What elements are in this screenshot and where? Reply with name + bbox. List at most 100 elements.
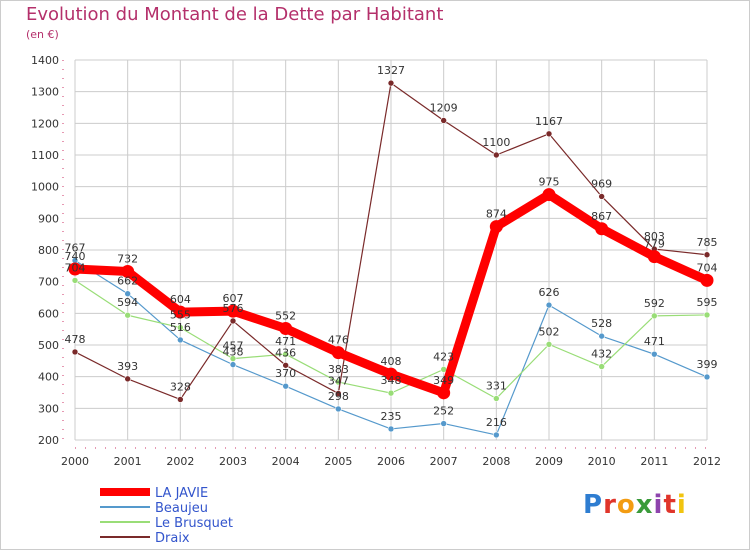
data-point xyxy=(279,322,293,336)
data-point xyxy=(493,431,500,439)
data-point xyxy=(387,425,395,433)
data-point xyxy=(542,188,556,202)
data-label: 502 xyxy=(539,325,560,338)
y-tick-label: 600 xyxy=(38,307,59,320)
data-point xyxy=(598,363,605,370)
data-point xyxy=(493,151,500,159)
data-point xyxy=(229,317,237,325)
data-point xyxy=(177,336,184,344)
data-label: 626 xyxy=(539,286,560,299)
data-label: 393 xyxy=(117,360,138,373)
x-tick-label: 2006 xyxy=(377,455,405,468)
data-point xyxy=(437,386,451,400)
data-point xyxy=(335,390,342,397)
data-point xyxy=(545,301,553,309)
data-label: 471 xyxy=(275,335,296,348)
data-label: 235 xyxy=(381,410,402,423)
data-point xyxy=(489,220,503,234)
x-tick-label: 2011 xyxy=(640,455,668,468)
legend-label: LA JAVIE xyxy=(155,486,208,501)
data-point xyxy=(226,304,240,318)
data-label: 867 xyxy=(591,210,612,223)
data-label: 438 xyxy=(223,346,244,359)
data-label: 595 xyxy=(697,296,718,309)
data-point xyxy=(545,130,553,138)
data-label: 1100 xyxy=(482,136,510,149)
data-point xyxy=(384,367,398,381)
data-label: 528 xyxy=(591,317,612,330)
data-point xyxy=(282,350,289,358)
data-label: 969 xyxy=(591,177,612,190)
data-point xyxy=(282,361,289,369)
data-label: 594 xyxy=(117,296,138,309)
data-label: 592 xyxy=(644,297,665,310)
y-tick-label: 300 xyxy=(38,402,59,415)
chart-title: Evolution du Montant de la Dette par Hab… xyxy=(26,4,444,25)
data-point xyxy=(703,373,711,381)
x-tick-label: 2005 xyxy=(324,455,352,468)
data-point xyxy=(651,350,658,358)
data-label: 607 xyxy=(223,292,244,305)
data-label: 252 xyxy=(433,405,454,418)
data-point xyxy=(177,396,184,403)
data-point xyxy=(173,305,187,319)
x-tick-label: 2008 xyxy=(482,455,510,468)
data-point xyxy=(121,265,135,279)
data-point xyxy=(71,348,79,356)
data-label: 298 xyxy=(328,390,349,403)
data-point xyxy=(335,405,342,413)
data-label: 349 xyxy=(433,374,454,387)
data-label: 732 xyxy=(117,253,138,266)
data-label: 604 xyxy=(170,293,191,306)
y-tick-label: 1100 xyxy=(31,149,59,162)
data-label: 975 xyxy=(539,176,560,189)
data-label: 1167 xyxy=(535,115,563,128)
x-tick-label: 2002 xyxy=(166,455,194,468)
data-point xyxy=(703,311,711,319)
data-point xyxy=(229,361,237,368)
y-tick-label: 400 xyxy=(38,371,59,384)
data-label: 704 xyxy=(65,261,86,274)
y-tick-label: 500 xyxy=(38,339,59,352)
y-tick-label: 800 xyxy=(38,244,59,257)
data-label: 432 xyxy=(591,348,612,361)
x-tick-label: 2004 xyxy=(272,455,300,468)
data-label: 436 xyxy=(275,346,296,359)
data-label: 370 xyxy=(275,367,296,380)
data-point xyxy=(124,290,131,298)
data-label: 1327 xyxy=(377,64,405,77)
y-tick-label: 200 xyxy=(38,434,59,447)
data-point xyxy=(177,324,184,331)
data-label: 476 xyxy=(328,334,349,347)
legend-label: Beaujeu xyxy=(155,501,208,516)
chart-subtitle: (en €) xyxy=(26,28,59,41)
y-tick-label: 1200 xyxy=(31,117,59,130)
data-label: 740 xyxy=(65,250,86,263)
data-label: 576 xyxy=(223,302,244,315)
data-point xyxy=(598,193,605,200)
x-tick-label: 2012 xyxy=(693,455,721,468)
series-lines xyxy=(68,79,714,439)
data-labels: 740 732 604 607 552 476 408 349 874 975 867 779 704 7… xyxy=(65,64,718,429)
axes: 200 300 400 500 600 700 800 900 1000 1100 1200 1300… xyxy=(31,54,721,468)
data-point xyxy=(282,382,289,390)
data-point xyxy=(124,375,131,383)
x-tick-label: 2000 xyxy=(61,455,89,468)
data-label: 478 xyxy=(65,333,86,346)
data-label: 779 xyxy=(644,238,665,251)
data-label: 216 xyxy=(486,416,507,429)
data-label: 457 xyxy=(223,340,244,353)
data-label: 516 xyxy=(170,321,191,334)
data-label: 348 xyxy=(381,374,402,387)
data-label: 874 xyxy=(486,208,507,221)
data-label: 399 xyxy=(697,358,718,371)
data-label: 383 xyxy=(328,363,349,376)
data-point xyxy=(331,346,345,360)
data-point xyxy=(440,420,447,427)
y-tick-label: 900 xyxy=(38,212,59,225)
data-label: 552 xyxy=(275,310,296,323)
data-label: 331 xyxy=(486,380,507,393)
data-point xyxy=(440,117,447,124)
